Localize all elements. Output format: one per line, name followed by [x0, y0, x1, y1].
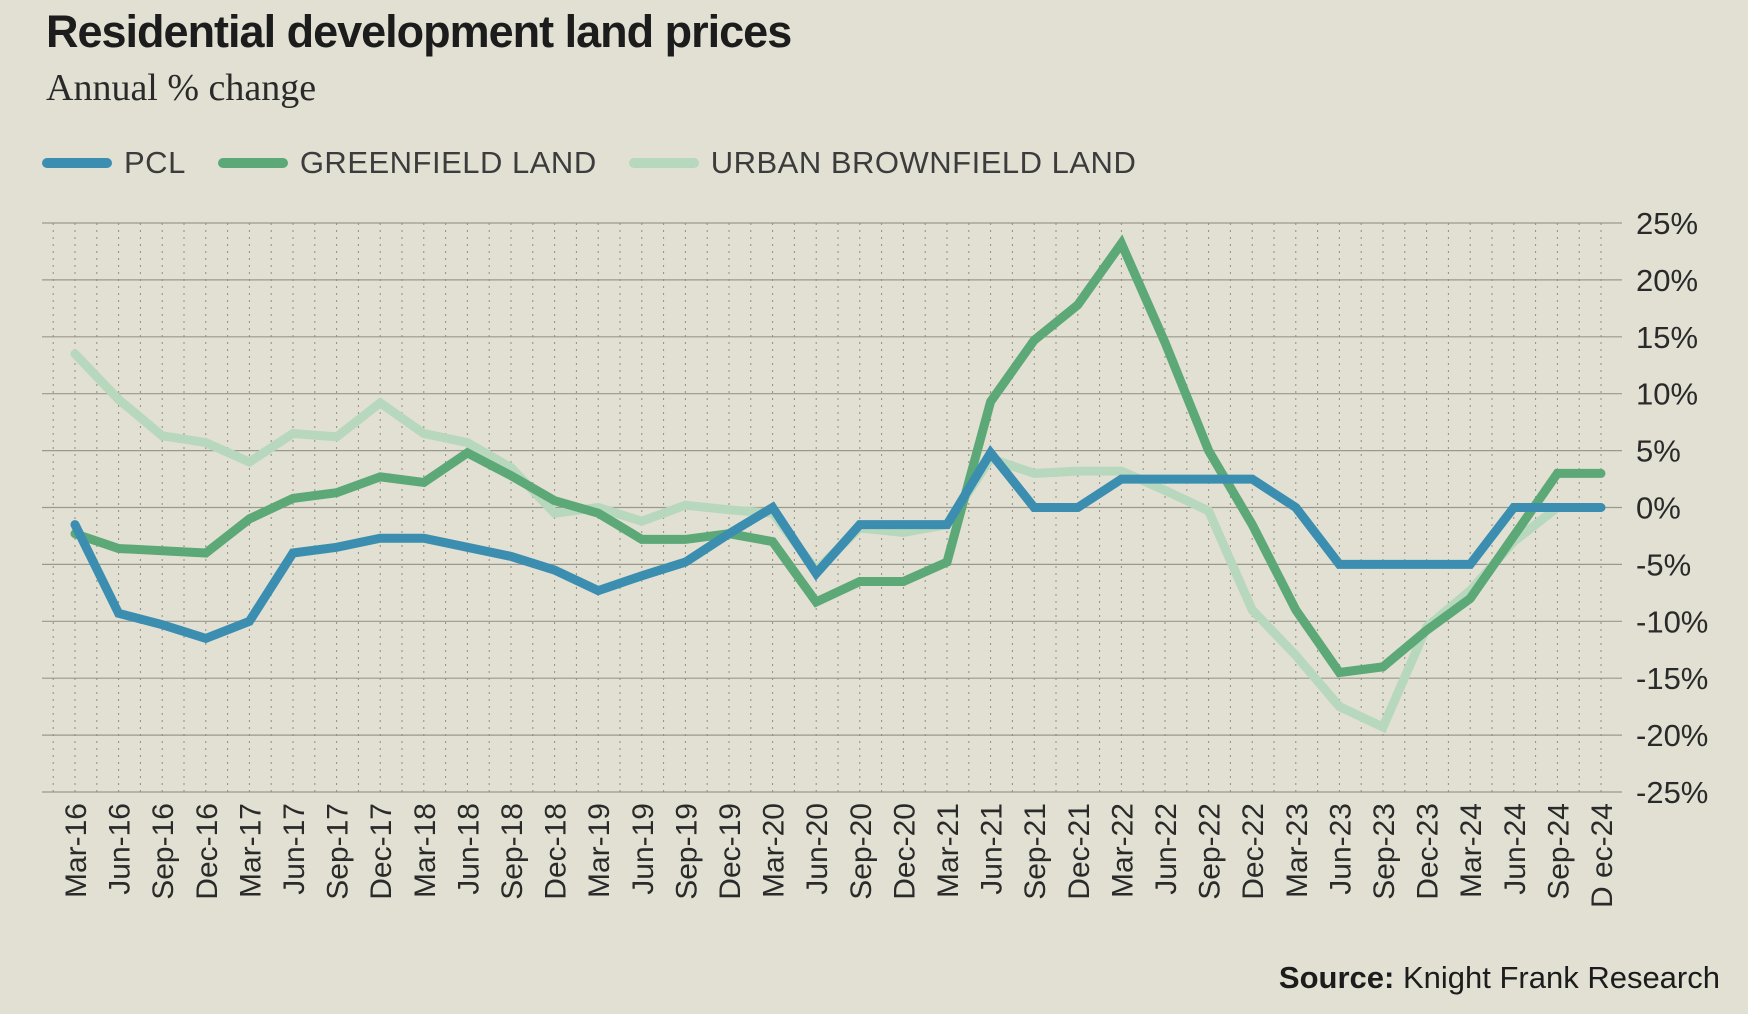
x-tick-label: Mar-24 — [1455, 803, 1488, 898]
x-tick-label: Sep-18 — [496, 803, 529, 900]
x-tick-label: Mar-21 — [932, 803, 965, 898]
y-tick-label: 0% — [1636, 491, 1681, 526]
series-lines — [70, 234, 1606, 734]
x-tick-label: Dec-21 — [1063, 803, 1096, 900]
y-tick-label: -5% — [1636, 547, 1691, 582]
x-tick-label: Dec-23 — [1412, 803, 1445, 900]
x-tick-label: Jun-18 — [452, 803, 485, 895]
x-tick-label: Jun-22 — [1150, 803, 1183, 895]
x-tick-label: Mar-18 — [409, 803, 442, 898]
x-tick-label: Jun-24 — [1499, 803, 1532, 895]
x-tick-label: Sep-24 — [1542, 803, 1575, 900]
y-tick-label: 15% — [1636, 320, 1698, 355]
x-tick-label: Mar-17 — [234, 803, 267, 898]
y-tick-label: 25% — [1636, 206, 1698, 241]
source-text: Knight Frank Research — [1402, 960, 1720, 995]
legend-label-pcl: PCL — [124, 145, 186, 180]
x-tick-label: Jun-20 — [801, 803, 834, 895]
x-tick-label: Sep-17 — [322, 803, 355, 900]
legend: PCL GREENFIELD LAND URBAN BROWNFIELD LAN… — [42, 143, 1168, 183]
x-axis-ticks: Mar-16 Jun-16 Sep-16 Dec-16 Mar-17 Jun-17 Sep-… — [60, 803, 1619, 908]
x-tick-label: D ec-24 — [1586, 803, 1619, 908]
y-tick-label: 10% — [1636, 377, 1698, 412]
pcl-line — [70, 445, 1606, 644]
legend-item-pcl: PCL — [42, 145, 186, 181]
x-tick-label: Dec-18 — [540, 803, 573, 900]
y-axis-ticks: 25% 20% 15% 10% 5% 0% -5% -10% -15% -20% -25% — [1636, 206, 1708, 810]
x-tick-label: Mar-23 — [1281, 803, 1314, 898]
x-tick-label: Jun-21 — [976, 803, 1009, 895]
x-tick-label: Jun-16 — [104, 803, 137, 895]
legend-swatch-brownfield — [628, 158, 699, 168]
y-tick-label: 20% — [1636, 263, 1698, 298]
x-tick-label: Sep-19 — [670, 803, 703, 900]
legend-item-brownfield: URBAN BROWNFIELD LAND — [628, 145, 1137, 181]
y-tick-label: -10% — [1636, 604, 1708, 639]
chart-subtitle: Annual % change — [46, 67, 317, 109]
source-label: Source: — [1278, 960, 1395, 995]
x-tick-label: Jun-19 — [627, 803, 660, 895]
x-tick-label: Sep-16 — [147, 803, 180, 900]
legend-item-greenfield: GREENFIELD LAND — [217, 145, 597, 181]
x-tick-label: Dec-20 — [888, 803, 921, 900]
y-tick-label: -15% — [1636, 661, 1708, 696]
legend-label-brownfield: URBAN BROWNFIELD LAND — [710, 145, 1137, 180]
legend-swatch-pcl — [42, 158, 112, 168]
x-tick-label: Sep-21 — [1019, 803, 1052, 900]
x-tick-label: Sep-20 — [845, 803, 878, 900]
x-tick-label: Sep-22 — [1194, 803, 1227, 900]
x-tick-label: Mar-16 — [60, 803, 93, 898]
x-tick-label: Jun-23 — [1324, 803, 1357, 895]
x-tick-label: Mar-22 — [1106, 803, 1139, 898]
x-tick-label: Dec-19 — [714, 803, 747, 900]
x-tick-label: Jun-17 — [278, 803, 311, 895]
y-tick-label: -25% — [1636, 775, 1708, 810]
legend-label-greenfield: GREENFIELD LAND — [299, 145, 597, 180]
greenfield-line — [70, 234, 1606, 678]
x-tick-label: Dec-22 — [1237, 803, 1270, 900]
chart-title: Residential development land prices — [46, 6, 792, 57]
legend-swatch-greenfield — [217, 158, 288, 168]
y-tick-label: -20% — [1636, 718, 1708, 753]
x-tick-label: Sep-23 — [1368, 803, 1401, 900]
x-tick-label: Dec-17 — [365, 803, 398, 900]
x-tick-label: Mar-20 — [758, 803, 791, 898]
y-tick-label: 5% — [1636, 434, 1681, 469]
x-tick-label: Dec-16 — [191, 803, 224, 900]
x-tick-label: Mar-19 — [583, 803, 616, 898]
source-note: Source: Knight Frank Research — [1279, 960, 1720, 996]
